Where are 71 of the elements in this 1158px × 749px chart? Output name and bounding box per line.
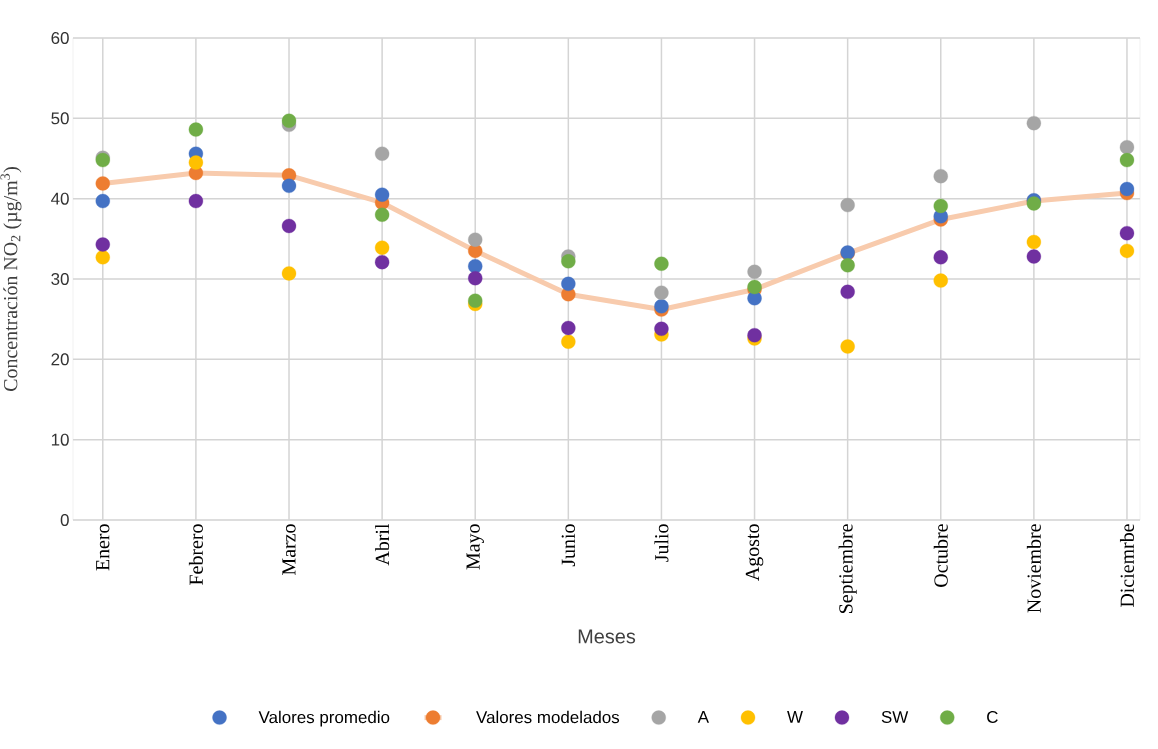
point — [933, 198, 948, 214]
y-tick-label: 0 — [60, 514, 69, 526]
point — [654, 285, 669, 300]
x-tick-label: Noviembre — [1026, 524, 1041, 613]
x-tick-label: Enero — [96, 524, 110, 571]
x-tick-label: Mayo — [466, 524, 484, 570]
point — [840, 258, 855, 273]
point — [374, 254, 390, 270]
y-tick-label: 60 — [51, 32, 69, 44]
x-tick-label: Marzo — [282, 524, 296, 575]
point — [188, 193, 204, 209]
point — [281, 113, 297, 128]
point — [95, 250, 110, 265]
x-tick-label: Septiembre — [838, 524, 857, 613]
point — [1119, 243, 1135, 259]
point — [468, 271, 483, 286]
x-tick-label: Octubre — [933, 524, 948, 587]
point — [561, 320, 576, 336]
point — [1119, 181, 1135, 197]
x-tick-label: Abril — [375, 523, 390, 566]
y-tick-label: 40 — [51, 192, 69, 205]
point — [747, 264, 762, 279]
legend-label: C — [987, 710, 998, 723]
point — [654, 256, 669, 271]
point — [374, 240, 390, 255]
point — [281, 218, 297, 234]
point — [281, 266, 297, 281]
x-tick-label: Junio — [561, 524, 576, 567]
point — [188, 155, 204, 170]
point — [1119, 140, 1135, 155]
point — [933, 250, 948, 265]
point — [1026, 116, 1042, 131]
point — [933, 169, 948, 184]
point — [561, 276, 576, 291]
point — [468, 232, 483, 247]
y-tick-label: 50 — [51, 112, 69, 125]
legend-label: Valores promedio — [258, 710, 390, 727]
point — [840, 197, 855, 213]
point — [281, 178, 297, 193]
point — [188, 122, 204, 137]
y-tick-label: 20 — [51, 353, 69, 366]
point — [1119, 152, 1135, 168]
x-axis-title: Meses — [578, 629, 636, 644]
point — [1026, 234, 1042, 250]
legend-label: A — [697, 711, 709, 723]
x-tick-label: Diciemrbe — [1119, 524, 1134, 608]
point — [468, 293, 483, 308]
point — [95, 193, 110, 209]
point — [1026, 249, 1042, 264]
legend-label: Valores modelados — [476, 710, 620, 724]
legend-label: W — [787, 711, 803, 723]
point — [654, 321, 669, 336]
point — [468, 258, 483, 274]
y-axis-title: Concentración NO$_{2}$ (µg/m$^{3}$) — [0, 167, 22, 391]
x-tick-label: Febrero — [188, 524, 203, 585]
point — [1119, 226, 1135, 241]
point — [840, 284, 855, 299]
point — [374, 207, 390, 222]
point — [374, 146, 390, 161]
point — [840, 339, 855, 354]
point — [374, 187, 390, 202]
point — [561, 334, 576, 349]
point — [561, 254, 576, 269]
point — [95, 237, 110, 252]
point — [933, 273, 948, 288]
point — [95, 176, 110, 191]
legend-label: SW — [881, 710, 909, 723]
y-tick-label: 10 — [51, 433, 69, 446]
x-tick-label: Agosto — [745, 524, 764, 581]
x-tick-label: Julio — [654, 524, 669, 562]
y-tick-label: 30 — [51, 273, 69, 285]
